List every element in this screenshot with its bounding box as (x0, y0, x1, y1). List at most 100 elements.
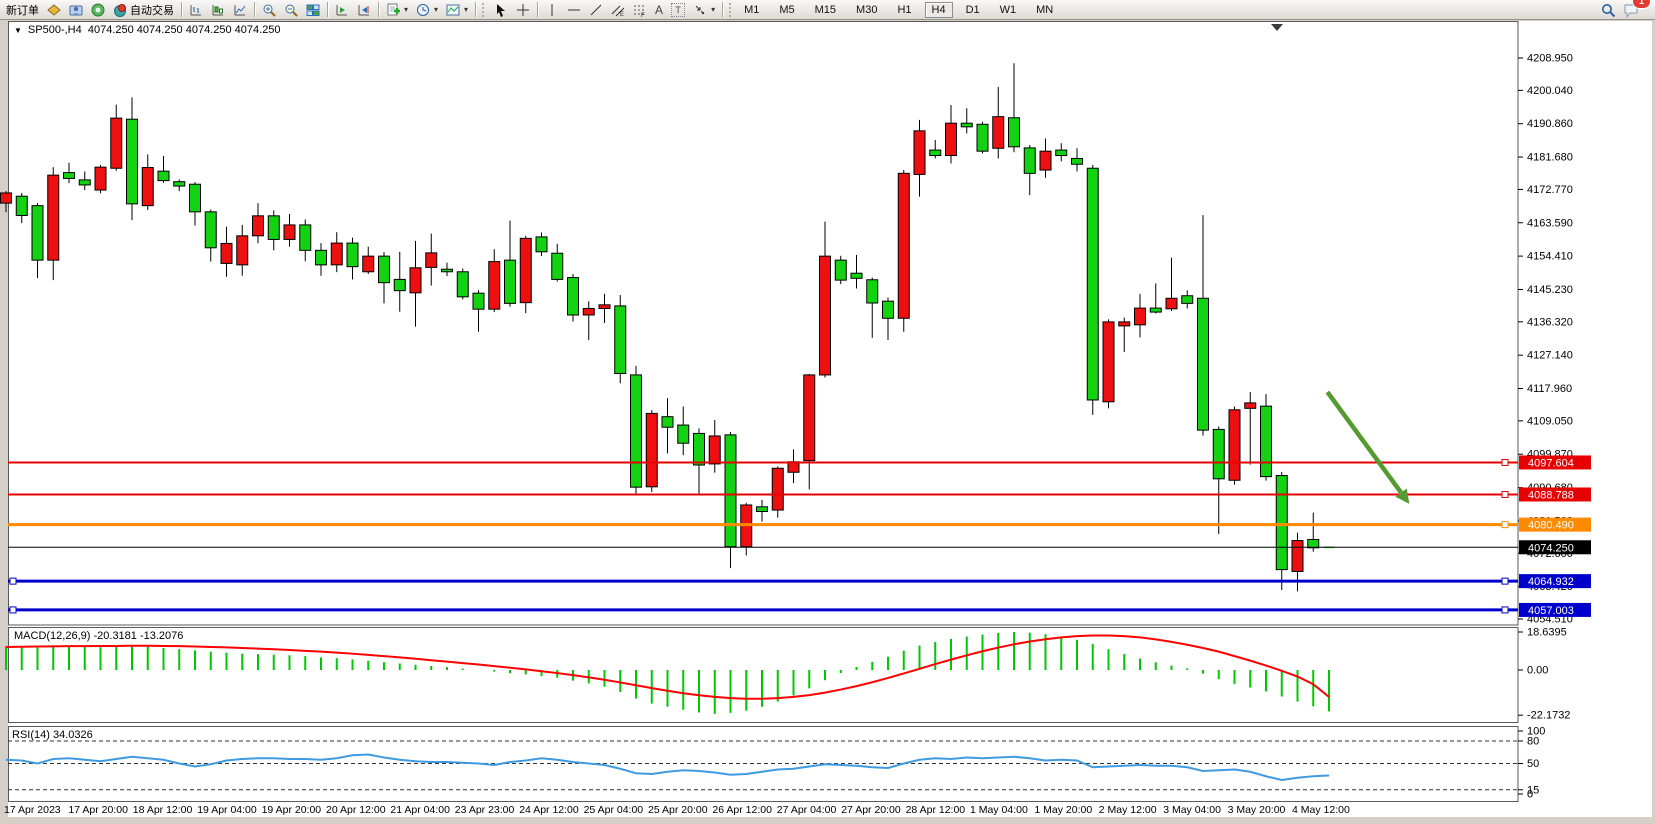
metaeditor-button[interactable] (43, 1, 65, 19)
svg-text:1 May 20:00: 1 May 20:00 (1034, 804, 1092, 816)
search-button[interactable] (1597, 1, 1619, 19)
terminal-icon (69, 3, 83, 17)
indicator-window-add-icon (335, 3, 349, 17)
bull-candle (47, 174, 60, 261)
timeframe-h4-button[interactable]: H4 (924, 1, 953, 18)
bull-candle (803, 374, 816, 462)
svg-text:4181.680: 4181.680 (1527, 152, 1573, 164)
chart-shift-marker[interactable] (1271, 24, 1283, 31)
broadcast-icon (91, 3, 105, 17)
candles-layer (0, 63, 1335, 592)
candlestick-chart-button[interactable] (207, 1, 229, 19)
timeframe-mn-button[interactable]: MN (1036, 3, 1054, 16)
crosshair-icon (516, 3, 530, 17)
autotrading-button[interactable]: 自动交易 (109, 1, 178, 19)
bear-candle (189, 183, 201, 213)
tile-windows-button[interactable] (302, 1, 324, 19)
one-click-trading-toggle[interactable]: ▼ (14, 26, 22, 35)
timeframe-m5-button[interactable]: M5 (779, 3, 795, 16)
date-axis[interactable]: 17 Apr 2023 17 Apr 20:00 18 Apr 12:00 19 Ap… (4, 804, 1350, 816)
timeframe-w1-button[interactable]: W1 (999, 3, 1017, 16)
equidistant-channel-tool-button[interactable]: E (607, 1, 629, 19)
text-tool-icon: A (655, 2, 664, 17)
cursor-tool-button[interactable] (490, 1, 512, 19)
chart-background (8, 21, 1652, 817)
fibonacci-tool-button[interactable]: F (629, 1, 651, 19)
text-label-icon: T (671, 2, 686, 17)
bull-candle (598, 304, 611, 309)
trend-line-tool-button[interactable] (585, 1, 607, 19)
bull-candle (1039, 150, 1052, 171)
svg-text:4109.050: 4109.050 (1527, 415, 1573, 427)
crosshair-tool-button[interactable] (512, 1, 534, 19)
bull-candle (94, 166, 107, 191)
chat-unread-badge: 1 (1632, 0, 1651, 9)
new-order-button[interactable]: 新订单 (2, 1, 43, 19)
timeframe-h1-button[interactable]: H1 (897, 3, 912, 16)
chat-button[interactable]: 1 (1619, 0, 1651, 19)
indicator-window-add-button[interactable] (331, 1, 353, 19)
market-watch-button[interactable] (87, 1, 109, 19)
toolbar-grip[interactable] (729, 2, 734, 17)
zoom-in-button[interactable] (258, 1, 280, 19)
svg-text:4145.230: 4145.230 (1527, 284, 1573, 296)
timeframe-m1-button[interactable]: M1 (744, 3, 760, 16)
svg-text:4172.770: 4172.770 (1527, 184, 1573, 196)
svg-text:28 Apr 12:00: 28 Apr 12:00 (906, 804, 966, 816)
horizontal-line-icon (567, 3, 581, 17)
chart-title: ▼ SP500-,H4 4074.250 4074.250 4074.250 40… (14, 24, 281, 36)
bear-candle (960, 122, 973, 128)
zoom-out-button[interactable] (280, 1, 302, 19)
toolbar-grip[interactable] (482, 2, 487, 17)
svg-text:4136.320: 4136.320 (1527, 316, 1573, 328)
svg-text:100: 100 (1527, 726, 1545, 738)
macd-layer: 18.6395 0.00 -22.1732 (5, 626, 1570, 722)
bull-candle (1244, 402, 1257, 409)
price-line-label (1519, 487, 1591, 502)
svg-text:21 Apr 04:00: 21 Apr 04:00 (390, 804, 450, 816)
line-chart-button[interactable] (229, 1, 251, 19)
terminal-button[interactable] (65, 1, 87, 19)
svg-text:E: E (620, 12, 624, 17)
bear-candle (1055, 149, 1068, 157)
bear-candle (1008, 117, 1020, 148)
text-tool-button[interactable]: A (651, 1, 667, 19)
bear-candle (126, 118, 138, 205)
bull-candle (1228, 409, 1241, 481)
timeframe-d1-button[interactable]: D1 (965, 3, 980, 16)
bear-candle (882, 300, 894, 319)
templates-button[interactable]: ▾ (442, 1, 472, 19)
vertical-line-tool-button[interactable] (541, 1, 563, 19)
cursor-icon (494, 3, 508, 17)
svg-text:18 Apr 12:00: 18 Apr 12:00 (133, 804, 193, 816)
svg-text:15: 15 (1527, 784, 1539, 796)
bear-candle (1307, 538, 1320, 549)
arrow-objects-button[interactable]: ▾ (689, 1, 719, 19)
text-label-tool-button[interactable]: T (667, 1, 689, 19)
bear-candle (1071, 157, 1083, 165)
timeframe-m15-button[interactable]: M15 (814, 3, 837, 16)
horizontal-line-tool-button[interactable] (563, 1, 585, 19)
autotrading-robot-icon (113, 3, 127, 17)
rsi-pane-label: RSI(14) 34.0326 (12, 729, 93, 741)
bear-candle (929, 149, 942, 157)
toolbar-separator (181, 2, 182, 17)
bar-chart-button[interactable] (185, 1, 207, 19)
bull-candle (110, 117, 123, 169)
indicator-window-remove-button[interactable] (353, 1, 375, 19)
timeframe-m30-button[interactable]: M30 (856, 3, 878, 16)
trend-arrow[interactable] (1325, 390, 1410, 504)
svg-text:4 May 12:00: 4 May 12:00 (1292, 804, 1350, 816)
bear-candle (551, 252, 564, 280)
bull-candle (708, 435, 721, 465)
equidistant-channel-icon: E (611, 3, 625, 17)
fibonacci-icon: F (633, 3, 647, 17)
chevron-down-icon: ▾ (434, 5, 439, 14)
arrow-objects-icon (693, 3, 707, 17)
trend-line-icon (589, 3, 603, 17)
periods-button[interactable]: ▾ (412, 1, 442, 19)
new-chart-button[interactable]: ▾ (382, 1, 412, 19)
toolbar-separator (722, 2, 724, 17)
